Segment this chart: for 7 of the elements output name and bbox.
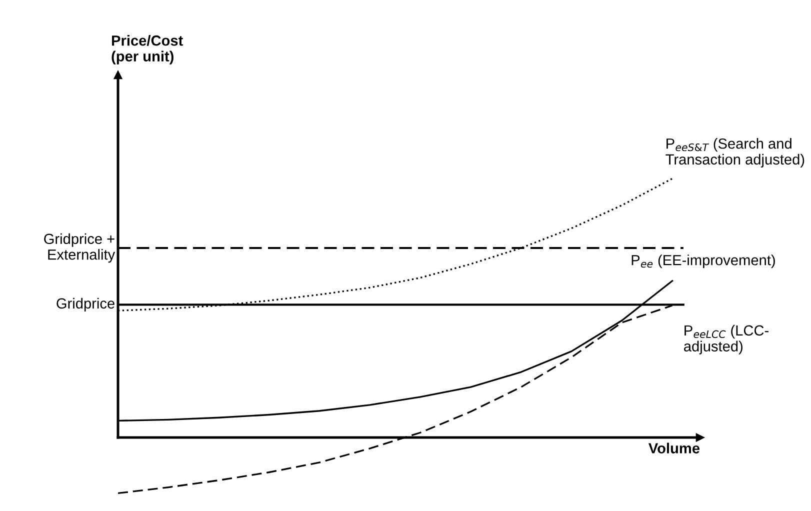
ref-line-label: Gridprice + Externality xyxy=(44,233,116,263)
text: Price/Cost (per unit) xyxy=(112,35,183,64)
ref-line-label: Gridprice xyxy=(56,298,114,312)
text: P$_{ee}$ (EE-improvement) xyxy=(632,254,775,268)
x-axis-title: Volume xyxy=(648,442,700,454)
series-label: P$_{eeLCC}$ (LCC- adjusted) xyxy=(684,324,768,354)
series-label: P$_{eeS&T}$ (Search and Transaction adjusted) xyxy=(666,138,804,168)
